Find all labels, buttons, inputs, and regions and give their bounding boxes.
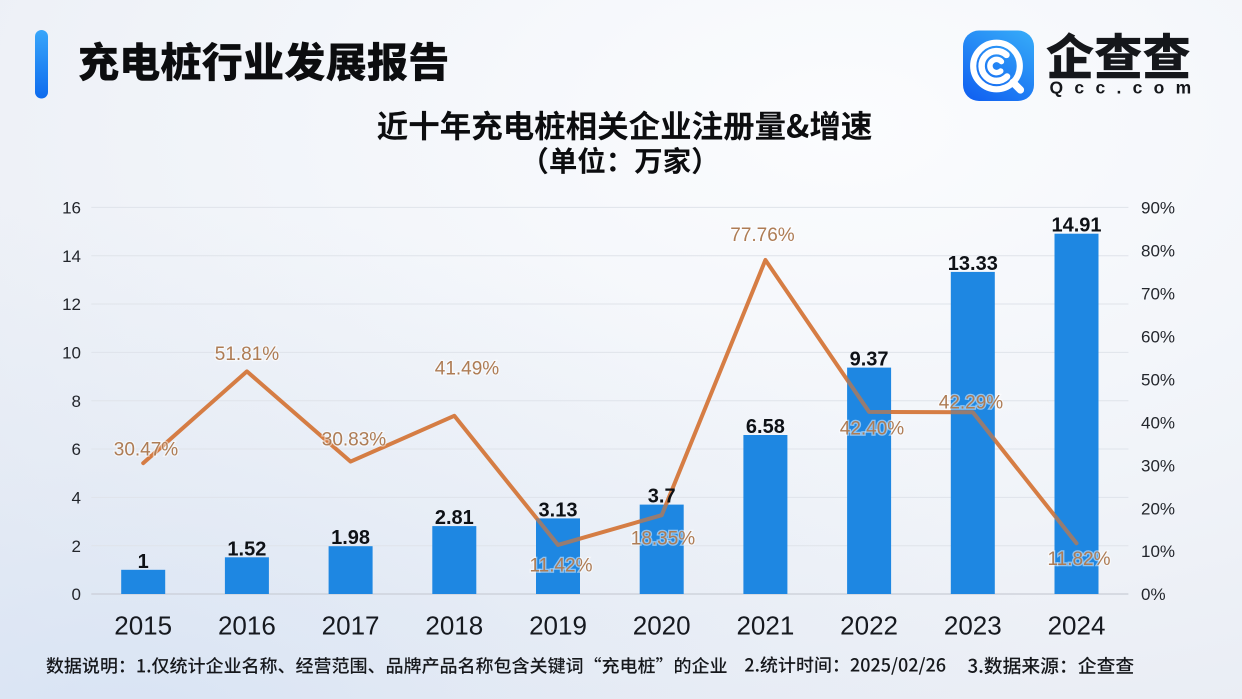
svg-text:0%: 0% (1141, 585, 1166, 604)
svg-text:2015: 2015 (114, 611, 172, 641)
svg-text:80%: 80% (1141, 242, 1175, 261)
svg-text:2016: 2016 (218, 611, 276, 641)
svg-text:4: 4 (72, 489, 81, 508)
svg-text:6.58: 6.58 (746, 416, 785, 438)
svg-text:30.83%: 30.83% (322, 430, 387, 451)
svg-text:20%: 20% (1141, 499, 1175, 518)
svg-text:2024: 2024 (1048, 611, 1106, 641)
svg-text:41.49%: 41.49% (435, 359, 500, 380)
svg-text:30.47%: 30.47% (114, 440, 179, 461)
svg-text:8: 8 (72, 392, 81, 411)
svg-text:2018: 2018 (425, 611, 483, 641)
svg-text:2023: 2023 (944, 611, 1002, 641)
svg-text:12: 12 (62, 295, 81, 314)
svg-text:6: 6 (72, 440, 81, 459)
svg-text:77.76%: 77.76% (730, 225, 795, 246)
svg-text:2022: 2022 (840, 611, 898, 641)
svg-text:70%: 70% (1141, 285, 1175, 304)
svg-text:16: 16 (62, 199, 81, 218)
svg-text:42.40%: 42.40% (840, 419, 905, 440)
svg-text:18.35%: 18.35% (631, 529, 696, 550)
svg-text:60%: 60% (1141, 328, 1175, 347)
svg-text:9.37: 9.37 (850, 349, 889, 371)
svg-text:3.13: 3.13 (539, 499, 578, 521)
svg-text:10%: 10% (1141, 542, 1175, 561)
svg-text:1: 1 (138, 551, 149, 573)
svg-text:42.29%: 42.29% (939, 393, 1004, 414)
svg-text:14.91: 14.91 (1051, 215, 1101, 237)
svg-text:40%: 40% (1141, 413, 1175, 432)
svg-text:2019: 2019 (529, 611, 587, 641)
svg-text:2020: 2020 (633, 611, 691, 641)
svg-text:90%: 90% (1141, 199, 1175, 218)
svg-text:51.81%: 51.81% (215, 344, 280, 365)
svg-text:1.98: 1.98 (331, 527, 370, 549)
svg-text:11.82%: 11.82% (1047, 549, 1110, 570)
svg-text:0: 0 (72, 585, 81, 604)
svg-text:11.42%: 11.42% (529, 556, 592, 577)
svg-text:1.52: 1.52 (227, 538, 266, 560)
svg-text:30%: 30% (1141, 456, 1175, 475)
svg-text:13.33: 13.33 (948, 253, 998, 275)
svg-text:50%: 50% (1141, 370, 1175, 389)
svg-text:Qcc.com: Qcc.com (1050, 78, 1203, 98)
svg-text:14: 14 (62, 247, 81, 266)
svg-text:2021: 2021 (736, 611, 794, 641)
svg-text:10: 10 (62, 344, 81, 363)
svg-text:3.7: 3.7 (648, 486, 676, 508)
svg-text:2.81: 2.81 (435, 507, 474, 529)
svg-text:2017: 2017 (322, 611, 380, 641)
svg-text:2: 2 (72, 537, 81, 556)
